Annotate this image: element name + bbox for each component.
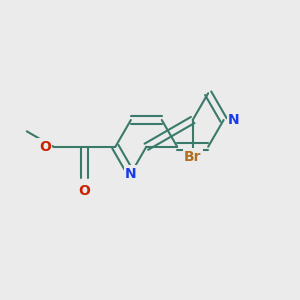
Text: O: O	[39, 140, 51, 154]
Text: Br: Br	[184, 150, 201, 164]
Text: N: N	[125, 167, 137, 181]
Text: O: O	[79, 184, 90, 198]
Text: N: N	[228, 113, 240, 127]
